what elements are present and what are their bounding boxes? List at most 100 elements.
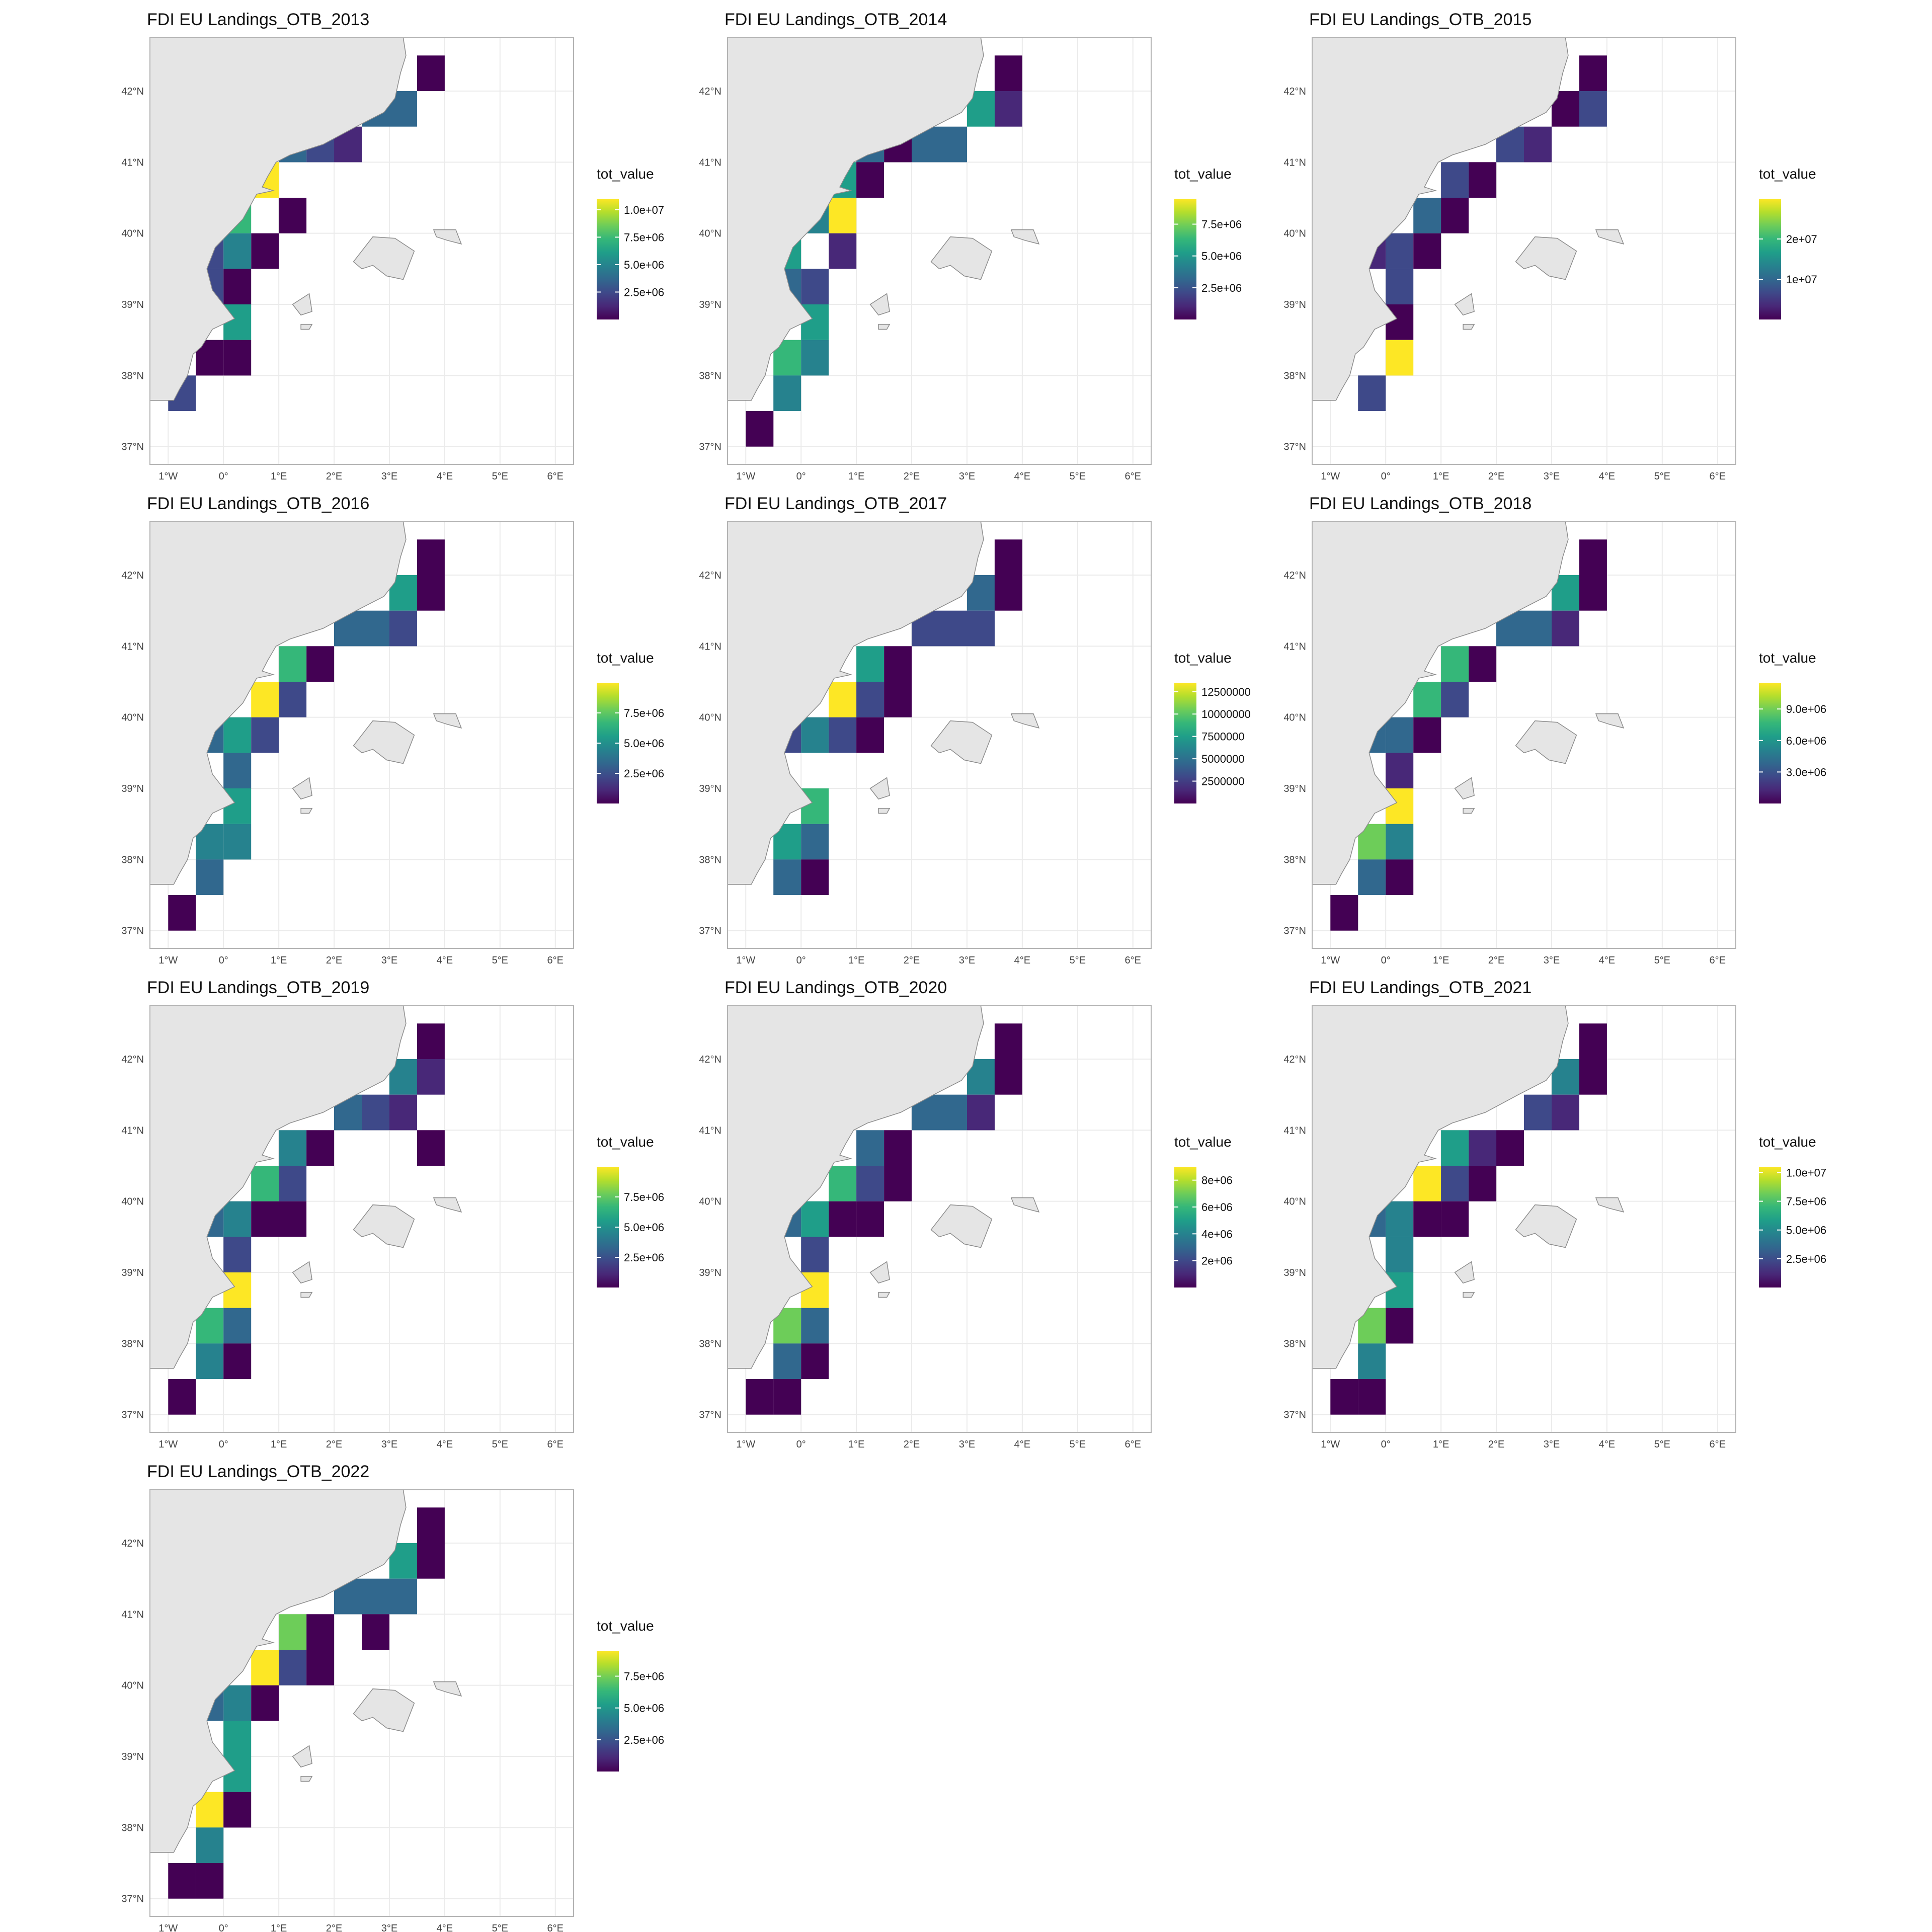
map-canvas: 37°N 38°N 39°N 40°N 41°N 42°N 1°W 0° 1°E 2°E 3°E 4°… [1283, 1005, 1826, 1450]
lon-tick-label: 2°E [326, 955, 342, 966]
lon-tick-label: 6°E [547, 955, 563, 966]
map-title: FDI EU Landings_OTB_2017 [725, 494, 947, 513]
lon-tick-label: 1°E [271, 955, 287, 966]
lon-tick-label: 2°E [1488, 471, 1504, 482]
lon-tick-label: 1°E [848, 955, 864, 966]
lat-tick-label: 39°N [1283, 1267, 1306, 1278]
mallorca-island [353, 720, 415, 764]
mallorca-island [930, 236, 993, 280]
formentera-island [300, 1776, 313, 1782]
lon-tick-label: 3°E [381, 1923, 397, 1932]
map-panel: FDI EU Landings_OTB_2018 37°N 38°N 39°N 40°N… [1162, 484, 1826, 966]
lat-tick-label: 37°N [699, 442, 721, 453]
heat-cell [829, 682, 857, 717]
legend-title: tot_value [1174, 1134, 1232, 1150]
lon-tick-label: 1°W [158, 471, 178, 482]
formentera-island [300, 808, 313, 814]
heat-cell [196, 1827, 224, 1863]
heat-cell [939, 126, 967, 163]
legend-title: tot_value [1759, 1134, 1816, 1150]
lon-tick-label: 2°E [1488, 1439, 1504, 1450]
lon-tick-label: 4°E [1599, 471, 1615, 482]
legend-tick-label: 5.0e+06 [624, 1221, 664, 1234]
lat-tick-label: 40°N [1283, 228, 1306, 239]
heat-cell [801, 717, 829, 753]
lon-tick-label: 6°E [547, 471, 563, 482]
lon-tick-label: 3°E [959, 1439, 975, 1450]
panel-border [1312, 37, 1736, 465]
lon-tick-label: 6°E [1124, 1439, 1141, 1450]
lat-tick-label: 38°N [699, 370, 721, 381]
menorca-island [433, 1197, 462, 1213]
heat-cell [1358, 1379, 1386, 1415]
heat-cell [1386, 1201, 1414, 1237]
mallorca-island [353, 1688, 415, 1732]
legend-tick-label: 5.0e+06 [624, 737, 664, 750]
legend-title: tot_value [1759, 650, 1816, 666]
menorca-island [433, 229, 462, 245]
heat-cell [417, 1023, 445, 1059]
heat-cell [223, 1792, 252, 1828]
heat-cell [279, 1130, 307, 1166]
lon-tick-label: 4°E [437, 471, 453, 482]
heat-cell [1469, 162, 1497, 198]
heat-cell [362, 1614, 389, 1650]
lat-tick-label: 42°N [121, 86, 144, 97]
mallorca-island [353, 1204, 415, 1248]
map-canvas: 37°N 38°N 39°N 40°N 41°N 42°N 1°W 0° 1°E 2°E 3°E 4°… [121, 1005, 664, 1450]
legend-tick-label: 2.5e+06 [624, 286, 664, 298]
heat-cell [168, 895, 196, 931]
heat-cell [856, 682, 884, 717]
lat-tick-label: 40°N [1283, 1196, 1306, 1208]
map-title: FDI EU Landings_OTB_2015 [1309, 10, 1532, 29]
panel-border [727, 1005, 1152, 1433]
mallorca-island [930, 1204, 993, 1248]
legend-tick-label: 5.0e+06 [624, 1702, 664, 1715]
lat-tick-label: 38°N [1283, 1338, 1306, 1349]
lon-tick-label: 4°E [1599, 955, 1615, 966]
heat-cell [1386, 1308, 1414, 1344]
lat-tick-label: 39°N [1283, 299, 1306, 310]
lon-tick-label: 6°E [547, 1923, 563, 1932]
heat-cell [1579, 539, 1607, 575]
lat-tick-label: 42°N [1283, 86, 1306, 97]
lat-tick-label: 41°N [121, 641, 144, 652]
heat-cell [801, 824, 829, 860]
lat-tick-label: 37°N [121, 1894, 144, 1905]
lon-tick-label: 5°E [492, 955, 508, 966]
ibiza-island [1454, 1261, 1475, 1284]
lon-tick-label: 1°W [736, 471, 755, 482]
lat-tick-label: 38°N [121, 1822, 144, 1833]
legend-tick-label: 4e+06 [1201, 1228, 1233, 1240]
heat-cell [223, 717, 252, 753]
heat-cell [417, 1059, 445, 1095]
heat-cell [884, 682, 912, 717]
legend-tick-label: 7.5e+06 [1786, 1195, 1826, 1208]
legend-tick-label: 5.0e+06 [624, 259, 664, 271]
lon-tick-label: 1°W [158, 1923, 178, 1932]
map-canvas: 37°N 38°N 39°N 40°N 41°N 42°N 1°W 0° 1°E 2°E 3°E 4°… [699, 521, 1251, 966]
heat-cell [251, 1166, 279, 1201]
mallorca-island [353, 236, 415, 280]
legend-title: tot_value [1174, 166, 1232, 182]
heat-cell [856, 1201, 884, 1237]
heat-cell [1441, 1130, 1469, 1166]
heat-cell [801, 1201, 829, 1237]
legend-title: tot_value [597, 166, 654, 182]
heat-cell [801, 1343, 829, 1379]
mainland [149, 1005, 407, 1369]
lon-tick-label: 3°E [381, 1439, 397, 1450]
lon-tick-label: 6°E [1124, 471, 1141, 482]
heat-cell [279, 1201, 307, 1237]
map-panel: FDI EU Landings_OTB_2014 37°N 38°N 39°N 40°N… [578, 0, 1242, 482]
heat-cell [389, 610, 417, 647]
mainland [149, 37, 407, 401]
lon-tick-label: 4°E [1014, 471, 1030, 482]
heat-cell [1386, 717, 1414, 753]
ibiza-island [292, 293, 312, 316]
lon-tick-label: 1°W [736, 1439, 755, 1450]
heat-cell [967, 610, 995, 647]
lon-tick-label: 4°E [437, 1923, 453, 1932]
lat-tick-label: 41°N [121, 157, 144, 168]
lon-tick-label: 0° [219, 1923, 228, 1932]
